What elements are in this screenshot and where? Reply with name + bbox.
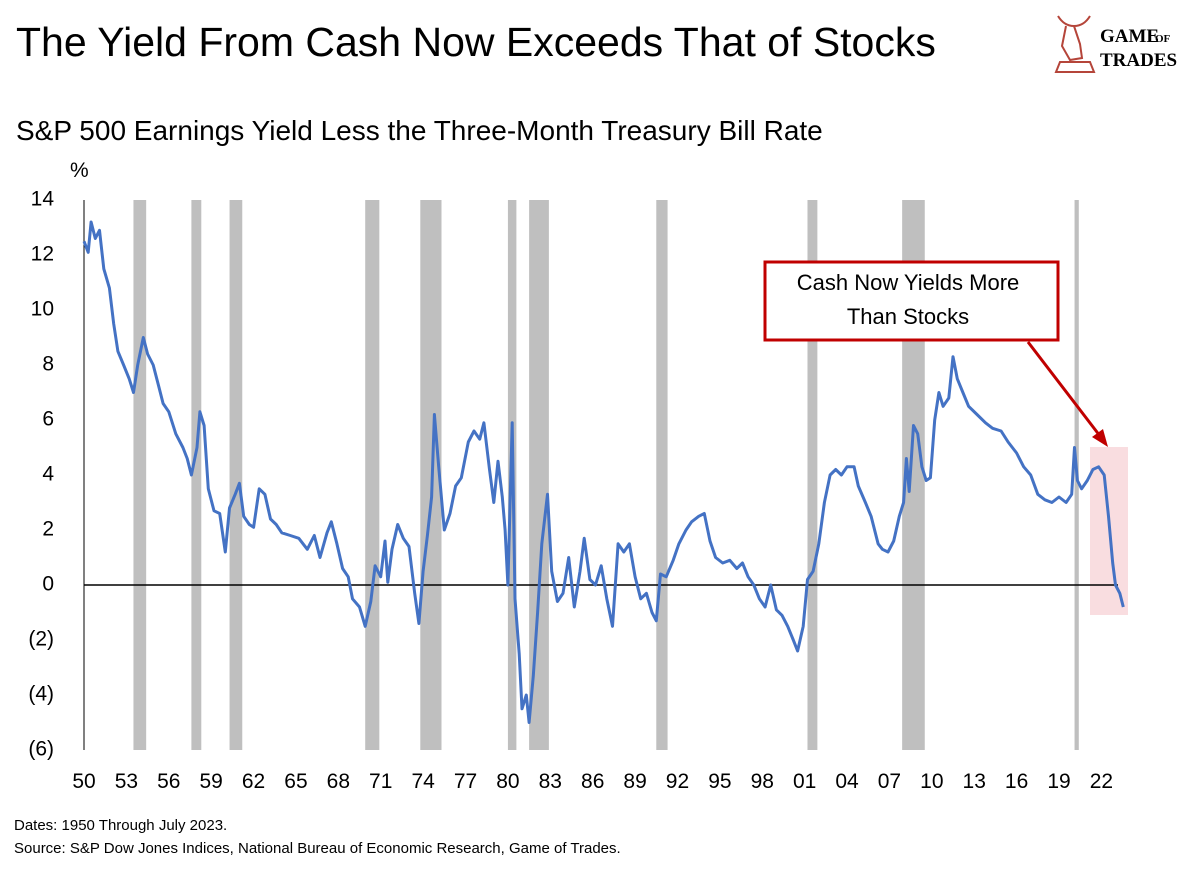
recession-bar [133, 200, 147, 750]
x-tick-label: 59 [199, 770, 222, 793]
x-tick-label: 13 [963, 770, 986, 793]
x-tick-label: 01 [793, 770, 816, 793]
y-tick-label: (6) [28, 738, 54, 761]
x-tick-label: 83 [539, 770, 562, 793]
recession-bar [229, 200, 243, 750]
footnote: Source: S&P Dow Jones Indices, National … [14, 840, 621, 857]
x-tick-label: 68 [327, 770, 350, 793]
x-tick-label: 65 [284, 770, 307, 793]
logo-text: TRADES [1100, 50, 1177, 71]
recession-bar [656, 200, 668, 750]
y-tick-label: 6 [42, 408, 54, 431]
annotation-box [763, 260, 1060, 342]
y-tick-label: 4 [42, 463, 54, 486]
x-tick-label: 77 [454, 770, 477, 793]
recession-bar [529, 200, 549, 750]
y-tick-label: (4) [28, 683, 54, 706]
annotation-text: Cash Now Yields More [797, 270, 1020, 295]
logo-icon [1054, 15, 1096, 73]
x-tick-label: 07 [878, 770, 901, 793]
recession-bar [191, 200, 202, 750]
y-tick-label: 0 [42, 573, 54, 596]
chart-subtitle: S&P 500 Earnings Yield Less the Three-Mo… [16, 115, 823, 146]
y-tick-label: 12 [31, 243, 54, 266]
y-tick-label: 14 [31, 188, 55, 211]
x-tick-label: 53 [115, 770, 138, 793]
data-line [82, 220, 1125, 724]
x-tick-label: 71 [369, 770, 392, 793]
annotation-arrow [1026, 341, 1102, 437]
x-tick-label: 80 [496, 770, 519, 793]
x-tick-label: 62 [242, 770, 265, 793]
annotation-arrowhead [1092, 429, 1108, 447]
y-tick-label: 8 [42, 353, 54, 376]
x-tick-label: 22 [1090, 770, 1113, 793]
logo-text: OF [1155, 33, 1171, 45]
y-tick-label: 10 [31, 298, 54, 321]
x-tick-label: 74 [411, 770, 435, 793]
chart-title: The Yield From Cash Now Exceeds That of … [16, 19, 936, 65]
x-tick-label: 16 [1005, 770, 1028, 793]
logo-text: GAME [1100, 26, 1159, 47]
x-tick-label: 10 [920, 770, 943, 793]
y-tick-label: 2 [42, 518, 54, 541]
x-tick-label: 89 [623, 770, 646, 793]
recession-bar [365, 200, 380, 750]
x-tick-label: 50 [72, 770, 95, 793]
x-tick-label: 98 [751, 770, 774, 793]
footnote: Dates: 1950 Through July 2023. [14, 817, 227, 834]
x-tick-label: 56 [157, 770, 180, 793]
x-tick-label: 04 [835, 770, 859, 793]
y-tick-label: (2) [28, 628, 54, 651]
x-tick-label: 92 [666, 770, 689, 793]
recession-bar [807, 200, 818, 750]
annotation-text: Than Stocks [847, 304, 969, 329]
x-tick-label: 95 [708, 770, 731, 793]
y-axis-label: % [70, 159, 89, 182]
x-tick-label: 86 [581, 770, 604, 793]
x-tick-label: 19 [1047, 770, 1070, 793]
